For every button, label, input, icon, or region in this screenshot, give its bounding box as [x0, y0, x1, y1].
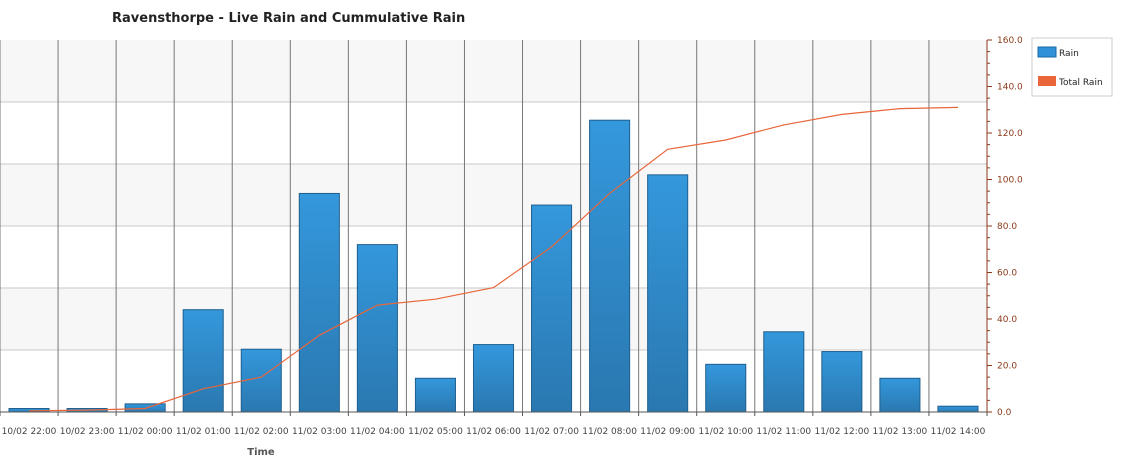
plot-band	[0, 226, 987, 288]
y-tick-label: 40.0	[997, 315, 1017, 325]
x-tick-label: 11/02 05:00	[408, 427, 463, 437]
bar-rain-13	[763, 331, 805, 413]
y-tick-label: 80.0	[997, 222, 1017, 232]
bar-rain-6	[356, 244, 398, 413]
y-tick-label: 120.0	[997, 129, 1023, 139]
x-tick-label: 10/02 22:00	[2, 427, 57, 437]
legend-label-rain: Rain	[1059, 49, 1079, 59]
legend: Rain Total Rain	[1031, 37, 1113, 97]
bar-rain-7	[414, 377, 456, 413]
bar-rain-9	[531, 204, 573, 413]
y-tick-label: 0.0	[997, 408, 1012, 418]
bar-rain-4	[240, 348, 282, 413]
x-tick-label: 11/02 08:00	[582, 427, 637, 437]
y-tick-label: 160.0	[997, 36, 1023, 46]
legend-swatch-rain	[1037, 46, 1057, 58]
axes	[0, 39, 992, 416]
bar-rain-5	[298, 192, 340, 413]
bar-rain-12	[705, 363, 747, 413]
x-tick-label: 11/02 03:00	[292, 427, 347, 437]
legend-swatch-total-rain	[1038, 76, 1056, 86]
plot-band	[0, 40, 987, 102]
bar-rain-14	[821, 351, 863, 413]
legend-label-total-rain: Total Rain	[1058, 78, 1103, 88]
bar-rain-8	[472, 344, 515, 413]
x-tick-label: 11/02 09:00	[640, 427, 695, 437]
plot-band	[0, 288, 987, 350]
total-rain-line	[28, 106, 959, 412]
x-tick-label: 11/02 06:00	[466, 427, 521, 437]
bar-rain-11	[647, 174, 689, 413]
y-tick-labels: 0.0 20.0 40.0 60.0 80.0 100.0 120.0 140.0 160.0	[997, 36, 1023, 418]
y-tick-label: 100.0	[997, 176, 1023, 186]
x-tick-label: 11/02 14:00	[931, 427, 986, 437]
bar-rain-16	[937, 405, 979, 413]
x-tick-label: 11/02 04:00	[350, 427, 405, 437]
x-tick-label: 10/02 23:00	[60, 427, 115, 437]
grid-lines	[0, 40, 988, 412]
x-tick-label: 11/02 00:00	[118, 427, 173, 437]
bar-rain-10	[589, 119, 631, 413]
x-tick-label: 11/02 01:00	[176, 427, 231, 437]
x-tick-label: 11/02 12:00	[814, 427, 869, 437]
bar-rain-3	[182, 309, 224, 413]
plot-band	[0, 164, 987, 226]
x-tick-label: 11/02 13:00	[873, 427, 928, 437]
x-tick-labels: 10/02 22:00 10/02 23:00 11/02 00:00 11/02 0…	[2, 427, 986, 437]
y-tick-label: 20.0	[997, 362, 1017, 372]
x-axis-label: Time	[247, 447, 275, 458]
chart-title: Ravensthorpe - Live Rain and Cummulative…	[112, 11, 465, 26]
y-tick-label: 140.0	[997, 83, 1023, 93]
x-tick-label: 11/02 10:00	[698, 427, 753, 437]
line-total-rain	[28, 106, 959, 412]
plot-band	[0, 102, 987, 164]
x-tick-label: 11/02 11:00	[756, 427, 811, 437]
bar-rain-15	[879, 377, 921, 413]
y-tick-label: 60.0	[997, 269, 1017, 279]
rain-bars	[8, 119, 979, 413]
x-tick-label: 11/02 02:00	[234, 427, 289, 437]
x-tick-label: 11/02 07:00	[524, 427, 579, 437]
